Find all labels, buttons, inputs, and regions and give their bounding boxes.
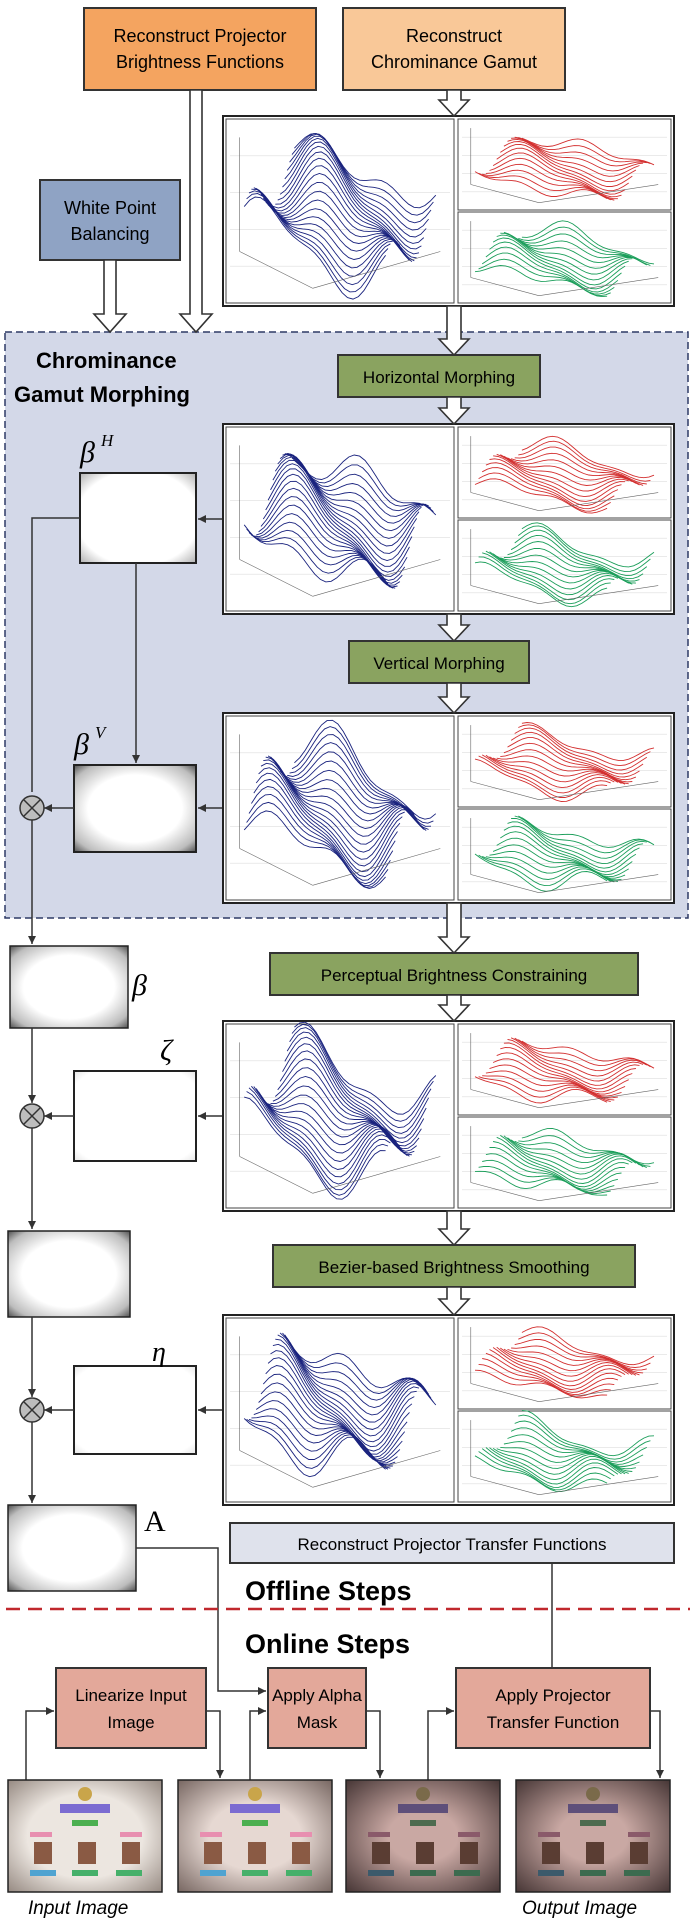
symbol-alpha: A <box>144 1505 166 1538</box>
arrow-plot-to-bezier <box>437 1210 471 1247</box>
flow-arrows <box>92 89 471 1317</box>
plot-group-bezier-red-surface <box>457 1317 672 1410</box>
mask-beta <box>9 945 129 1029</box>
plot-group-initial-red-surface <box>457 118 672 211</box>
reconstruct-brightness-line2: Brightness Functions <box>116 52 284 72</box>
plot-group-initial-blue-surface <box>225 118 455 304</box>
arrow-vertical-to-plot <box>437 682 471 715</box>
mask-beta-h <box>79 472 197 564</box>
multiplier-nodes <box>19 795 45 1423</box>
symbol-eta: η <box>152 1337 166 1368</box>
apply-alpha-line1: Apply Alpha <box>272 1686 362 1705</box>
reconstruct-brightness-line1: Reconstruct Projector <box>113 26 286 46</box>
arrow-brightness-down <box>178 89 214 334</box>
linearize-box: Linearize Input Image <box>55 1667 207 1749</box>
bezier-smoothing-label: Bezier-based Brightness Smoothing <box>318 1258 589 1277</box>
reconstruct-chrominance-line1: Reconstruct <box>406 26 502 46</box>
plot-group-bezier-blue-surface <box>225 1317 455 1503</box>
mask-product-1 <box>7 1230 131 1318</box>
linearized-image-photo <box>177 1779 333 1893</box>
plot-group-vertical-blue-surface <box>225 715 455 901</box>
multiplier-node-1 <box>19 795 45 821</box>
transfer-functions-label: Reconstruct Projector Transfer Functions <box>298 1535 607 1554</box>
plot-group-bezier <box>222 1314 675 1506</box>
plot-group-perceptual-blue-surface <box>225 1021 455 1209</box>
arrow-perceptual-to-plot <box>437 994 471 1023</box>
plot-group-bezier-green-surface <box>457 1409 672 1503</box>
arrow-white-point-down <box>92 259 128 334</box>
offline-steps-label: Offline Steps <box>245 1576 412 1606</box>
apply-projector-line2: Transfer Function <box>487 1713 620 1732</box>
connector-lines <box>25 515 664 1785</box>
arrow-chrominance-to-plot <box>437 89 471 118</box>
plot-group-horizontal-red-surface <box>457 426 672 519</box>
vertical-morphing-box: Vertical Morphing <box>348 640 530 684</box>
transfer-functions-box: Reconstruct Projector Transfer Functions <box>229 1522 675 1564</box>
arrow-plot-to-perceptual <box>437 902 471 955</box>
plot-group-horizontal <box>222 423 675 615</box>
plot-group-vertical-green-surface <box>457 808 672 901</box>
mask-eta <box>73 1365 197 1455</box>
plot-group-vertical-red-surface <box>457 715 672 808</box>
bezier-smoothing-box: Bezier-based Brightness Smoothing <box>272 1244 636 1288</box>
white-point-line2: Balancing <box>70 224 149 244</box>
apply-alpha-box: Apply Alpha Mask <box>267 1667 367 1749</box>
multiplier-node-2 <box>19 1103 45 1129</box>
gamut-morphing-title-line1: Chrominance <box>36 348 177 373</box>
output-image-photo <box>515 1779 671 1893</box>
reconstruct-chrominance-box: Reconstruct Chrominance Gamut <box>342 7 566 91</box>
symbol-beta-v-sup: V <box>95 723 108 742</box>
apply-projector-line1: Apply Projector <box>495 1686 611 1705</box>
plot-groups <box>222 115 675 1506</box>
output-image-caption: Output Image <box>522 1898 637 1919</box>
plot-group-initial-green-surface <box>457 211 672 304</box>
symbol-zeta: ζ <box>160 1034 174 1067</box>
apply-alpha-line2: Mask <box>297 1713 338 1732</box>
online-steps-label: Online Steps <box>245 1629 410 1659</box>
reconstruct-chrominance-line2: Chrominance Gamut <box>371 52 537 72</box>
arrow-horizontal-to-plot <box>437 396 471 426</box>
horizontal-morphing-label: Horizontal Morphing <box>363 368 515 387</box>
mask-beta-v <box>73 764 197 853</box>
vertical-morphing-label: Vertical Morphing <box>373 654 504 673</box>
mask-zeta <box>73 1070 197 1162</box>
plot-group-perceptual-green-surface <box>457 1116 672 1209</box>
symbol-beta: β <box>131 969 147 1002</box>
perceptual-brightness-label: Perceptual Brightness Constraining <box>321 966 587 985</box>
plot-group-vertical <box>222 712 675 904</box>
symbol-beta-h: β <box>79 436 95 469</box>
reconstruct-brightness-box: Reconstruct Projector Brightness Functio… <box>83 7 317 91</box>
gamut-morphing-title-line2: Gamut Morphing <box>14 382 190 407</box>
perceptual-brightness-box: Perceptual Brightness Constraining <box>269 952 639 996</box>
photo-strip <box>7 1779 671 1893</box>
alpha-masked-image-photo <box>345 1779 501 1893</box>
arrow-bezier-to-plot <box>437 1286 471 1317</box>
input-image-photo <box>7 1779 163 1893</box>
apply-projector-box: Apply Projector Transfer Function <box>455 1667 651 1749</box>
plot-group-perceptual <box>222 1020 675 1212</box>
plot-group-perceptual-red-surface <box>457 1023 672 1116</box>
linearize-line1: Linearize Input <box>75 1686 187 1705</box>
white-point-box: White Point Balancing <box>39 179 181 261</box>
plot-group-horizontal-green-surface <box>457 519 672 612</box>
linearize-line2: Image <box>107 1713 154 1732</box>
arrow-plot-to-horizontal <box>437 305 471 357</box>
symbol-beta-v: β <box>73 728 89 761</box>
multiplier-node-3 <box>19 1397 45 1423</box>
white-point-line1: White Point <box>64 198 156 218</box>
arrow-plot-to-vertical <box>437 613 471 643</box>
mask-alpha <box>7 1504 137 1592</box>
plot-group-horizontal-blue-surface <box>225 426 455 612</box>
input-image-caption: Input Image <box>28 1898 128 1919</box>
horizontal-morphing-box: Horizontal Morphing <box>337 354 541 398</box>
plot-group-initial <box>222 115 675 307</box>
symbol-beta-h-sup: H <box>100 431 115 450</box>
